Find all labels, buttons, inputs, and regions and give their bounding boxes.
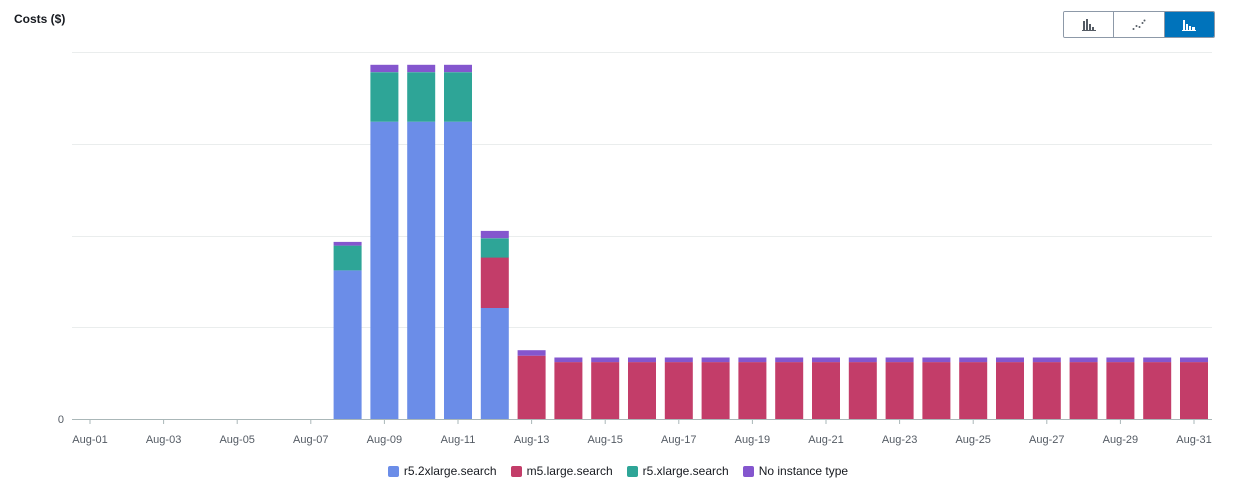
y-axis: 0 bbox=[58, 414, 64, 426]
bar-segment[interactable] bbox=[628, 357, 656, 363]
bar-segment[interactable] bbox=[1180, 362, 1208, 419]
bar-segment[interactable] bbox=[664, 362, 693, 419]
bar-segment[interactable] bbox=[554, 357, 583, 363]
bar-segment[interactable] bbox=[333, 245, 362, 271]
x-tick-label: Aug-27 bbox=[1029, 434, 1064, 446]
legend-label: m5.large.search bbox=[526, 464, 613, 478]
legend-label: r5.2xlarge.search bbox=[403, 464, 497, 478]
bar-segment[interactable] bbox=[775, 362, 804, 419]
line-chart-view-button[interactable] bbox=[1113, 12, 1164, 37]
y-tick-label: 0 bbox=[58, 414, 64, 426]
bar-segment[interactable] bbox=[480, 308, 509, 419]
bar-segment[interactable] bbox=[664, 357, 693, 363]
bar-segment[interactable] bbox=[1106, 362, 1135, 419]
bar-segment[interactable] bbox=[922, 357, 951, 363]
bar-segment[interactable] bbox=[333, 270, 362, 419]
x-tick-label: Aug-09 bbox=[367, 434, 402, 446]
legend-swatch bbox=[742, 465, 754, 477]
bar-segment[interactable] bbox=[1069, 362, 1098, 419]
bar-segment[interactable] bbox=[848, 362, 877, 419]
x-tick-label: Aug-31 bbox=[1176, 434, 1211, 446]
bar-segment[interactable] bbox=[996, 357, 1024, 363]
x-axis: Aug-01 Aug-03 Aug-05 Aug-07 Aug-09 Aug-11 Aug-… bbox=[72, 419, 1212, 446]
bar-segment[interactable] bbox=[480, 257, 509, 309]
bar-segment[interactable] bbox=[517, 355, 546, 419]
x-tick-label: Aug-25 bbox=[955, 434, 990, 446]
line-chart-icon bbox=[1132, 19, 1146, 30]
bar-segment[interactable] bbox=[1069, 357, 1098, 363]
bar-segment[interactable] bbox=[444, 64, 472, 73]
legend-swatch bbox=[387, 465, 399, 477]
legend-swatch bbox=[626, 465, 638, 477]
bar-segment[interactable] bbox=[591, 357, 620, 363]
bar-segment[interactable] bbox=[1180, 357, 1208, 363]
bar-segment[interactable] bbox=[885, 362, 914, 419]
bar-segment[interactable] bbox=[1106, 357, 1135, 363]
bar-segment[interactable] bbox=[370, 72, 399, 122]
bar-segment[interactable] bbox=[628, 362, 656, 419]
x-tick-label: Aug-15 bbox=[587, 434, 622, 446]
bars bbox=[333, 64, 1208, 419]
bar-segment[interactable] bbox=[812, 362, 840, 419]
bar-segment[interactable] bbox=[407, 72, 436, 122]
legend-swatch bbox=[510, 465, 522, 477]
legend: r5.2xlarge.search m5.large.search r5.xlarg… bbox=[0, 464, 1236, 478]
legend-item[interactable]: No instance type bbox=[742, 464, 849, 478]
chart-title: Costs ($) bbox=[14, 12, 66, 26]
x-tick-label: Aug-19 bbox=[735, 434, 770, 446]
legend-item[interactable]: m5.large.search bbox=[510, 464, 613, 478]
bar-segment[interactable] bbox=[407, 64, 436, 73]
legend-item[interactable]: r5.xlarge.search bbox=[626, 464, 729, 478]
chart-view-toggle bbox=[1063, 11, 1215, 38]
x-tick-label: Aug-13 bbox=[514, 434, 549, 446]
x-tick-label: Aug-03 bbox=[146, 434, 181, 446]
bar-segment[interactable] bbox=[333, 241, 362, 246]
bar-segment[interactable] bbox=[959, 362, 988, 419]
bar-segment[interactable] bbox=[407, 121, 436, 419]
bar-segment[interactable] bbox=[1143, 362, 1172, 419]
bar-segment[interactable] bbox=[554, 362, 583, 419]
gridlines bbox=[72, 52, 1212, 328]
bar-chart-view-button[interactable] bbox=[1064, 12, 1114, 37]
x-tick-label: Aug-11 bbox=[441, 434, 476, 446]
legend-label: No instance type bbox=[758, 464, 849, 478]
x-tick-label: Aug-07 bbox=[293, 434, 328, 446]
bar-chart-icon bbox=[1081, 18, 1096, 31]
bar-segment[interactable] bbox=[517, 350, 546, 356]
x-tick-label: Aug-01 bbox=[72, 434, 107, 446]
x-tick-label: Aug-05 bbox=[219, 434, 254, 446]
stacked-bar-chart-icon bbox=[1182, 19, 1197, 31]
bar-segment[interactable] bbox=[370, 64, 399, 73]
bar-segment[interactable] bbox=[1032, 362, 1061, 419]
legend-label: r5.xlarge.search bbox=[642, 464, 729, 478]
bar-segment[interactable] bbox=[996, 362, 1024, 419]
bar-segment[interactable] bbox=[738, 357, 767, 363]
bar-segment[interactable] bbox=[848, 357, 877, 363]
bar-segment[interactable] bbox=[444, 121, 472, 419]
bar-segment[interactable] bbox=[444, 72, 472, 122]
bar-segment[interactable] bbox=[1032, 357, 1061, 363]
bar-segment[interactable] bbox=[1143, 357, 1172, 363]
x-tick-label: Aug-17 bbox=[661, 434, 696, 446]
bar-segment[interactable] bbox=[738, 362, 767, 419]
bar-segment[interactable] bbox=[480, 230, 509, 239]
bar-segment[interactable] bbox=[775, 357, 804, 363]
stacked-bar-view-button[interactable] bbox=[1163, 12, 1214, 37]
bar-segment[interactable] bbox=[812, 357, 840, 363]
stacked-bar-chart: 0 Aug-01 Aug-03 Aug-05 Aug-07 Aug-09 Aug-11 Au… bbox=[58, 52, 1212, 446]
bar-segment[interactable] bbox=[885, 357, 914, 363]
bar-segment[interactable] bbox=[701, 362, 730, 419]
bar-segment[interactable] bbox=[480, 238, 509, 258]
legend-item[interactable]: r5.2xlarge.search bbox=[387, 464, 497, 478]
bar-segment[interactable] bbox=[959, 357, 988, 363]
bar-segment[interactable] bbox=[922, 362, 951, 419]
bar-segment[interactable] bbox=[701, 357, 730, 363]
x-tick-label: Aug-21 bbox=[808, 434, 843, 446]
x-tick-label: Aug-23 bbox=[882, 434, 917, 446]
bar-segment[interactable] bbox=[591, 362, 620, 419]
bar-segment[interactable] bbox=[370, 121, 399, 419]
x-tick-label: Aug-29 bbox=[1103, 434, 1138, 446]
